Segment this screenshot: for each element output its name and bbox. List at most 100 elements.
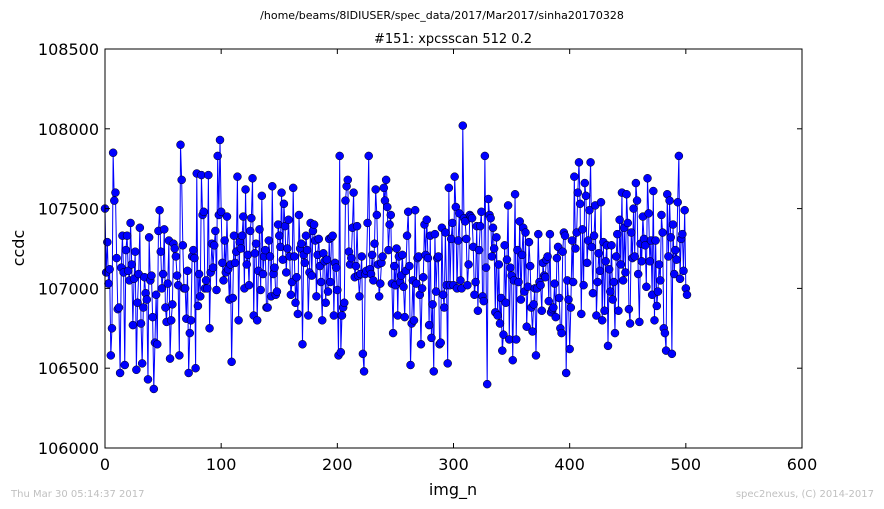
data-point xyxy=(644,209,653,218)
data-point xyxy=(168,300,177,309)
data-point xyxy=(281,268,291,277)
data-point xyxy=(428,300,437,309)
data-point xyxy=(656,276,665,285)
data-point xyxy=(667,349,677,359)
data-point xyxy=(263,303,272,312)
data-point xyxy=(587,242,596,252)
data-point xyxy=(293,309,303,319)
data-point xyxy=(672,255,681,264)
data-point xyxy=(492,233,501,242)
data-point xyxy=(573,188,583,197)
data-point xyxy=(258,269,268,279)
data-point xyxy=(166,316,176,325)
data-point xyxy=(185,328,195,338)
data-point xyxy=(234,316,243,325)
data-point xyxy=(448,218,457,228)
data-point xyxy=(603,341,613,351)
data-point xyxy=(434,252,443,261)
data-point xyxy=(355,292,364,301)
data-point xyxy=(112,253,121,263)
data-point xyxy=(427,333,436,343)
data-point xyxy=(242,260,251,269)
data-point xyxy=(481,263,491,272)
data-point xyxy=(561,368,571,378)
data-point xyxy=(243,250,253,260)
data-point xyxy=(216,207,226,217)
data-point xyxy=(566,303,576,312)
data-point xyxy=(588,288,598,298)
data-point xyxy=(264,236,274,245)
data-point xyxy=(484,194,493,204)
data-point xyxy=(578,225,587,234)
data-point xyxy=(236,244,246,253)
data-point xyxy=(276,242,285,252)
data-point xyxy=(127,260,136,269)
data-point xyxy=(430,229,440,239)
data-point xyxy=(359,367,369,376)
data-point xyxy=(506,263,515,272)
data-point xyxy=(652,301,662,311)
data-point xyxy=(211,226,220,236)
y-tick-label: 106500 xyxy=(38,359,99,378)
data-point xyxy=(500,241,509,250)
data-point xyxy=(616,260,626,269)
data-point xyxy=(247,213,256,223)
data-point xyxy=(309,220,319,229)
x-tick-label: 400 xyxy=(554,455,585,474)
x-axis: 0 100 200 300 400 500 600 xyxy=(100,49,817,474)
data-point xyxy=(331,263,341,272)
data-point xyxy=(623,218,632,228)
data-point xyxy=(155,205,164,215)
data-point xyxy=(172,271,182,280)
data-point xyxy=(429,367,438,376)
data-point xyxy=(607,241,616,250)
data-point xyxy=(215,135,225,145)
data-point xyxy=(209,241,219,250)
data-point xyxy=(153,340,162,349)
data-point xyxy=(671,245,680,255)
data-point xyxy=(579,280,588,290)
x-axis-label: img_n xyxy=(429,480,477,500)
data-point xyxy=(341,196,350,205)
data-point xyxy=(422,215,432,225)
data-point xyxy=(208,263,218,272)
data-point xyxy=(178,241,188,250)
data-point xyxy=(534,229,543,239)
data-point xyxy=(609,277,619,287)
data-point xyxy=(611,252,621,261)
data-point xyxy=(557,328,566,338)
data-point xyxy=(675,274,685,284)
data-point xyxy=(273,220,283,229)
data-point xyxy=(352,221,362,231)
data-point xyxy=(321,298,330,308)
data-point xyxy=(564,295,573,304)
data-point xyxy=(660,328,670,338)
data-point xyxy=(502,255,512,264)
data-point xyxy=(595,266,605,276)
data-point xyxy=(629,204,638,213)
data-point xyxy=(137,359,147,368)
data-point xyxy=(212,285,221,295)
data-point xyxy=(637,257,646,266)
data-point xyxy=(381,175,391,185)
data-point xyxy=(537,306,547,315)
data-point xyxy=(499,330,508,339)
data-point xyxy=(228,293,238,303)
y-tick-label: 106000 xyxy=(38,439,99,458)
y-axis-label: ccdc xyxy=(9,230,28,267)
data-point xyxy=(316,277,326,287)
data-point xyxy=(115,368,125,378)
data-point xyxy=(600,306,609,315)
data-point xyxy=(597,316,607,325)
data-point xyxy=(122,231,132,240)
data-point xyxy=(230,258,240,268)
data-point xyxy=(284,215,293,225)
data-point xyxy=(586,158,595,167)
data-point xyxy=(120,360,129,370)
data-point xyxy=(654,260,664,269)
data-point xyxy=(531,351,541,360)
data-point xyxy=(270,263,279,272)
data-layer xyxy=(100,121,692,394)
data-point xyxy=(577,309,586,319)
y-axis: 106000 106500 107000 107500 108000 108500 xyxy=(38,40,802,458)
